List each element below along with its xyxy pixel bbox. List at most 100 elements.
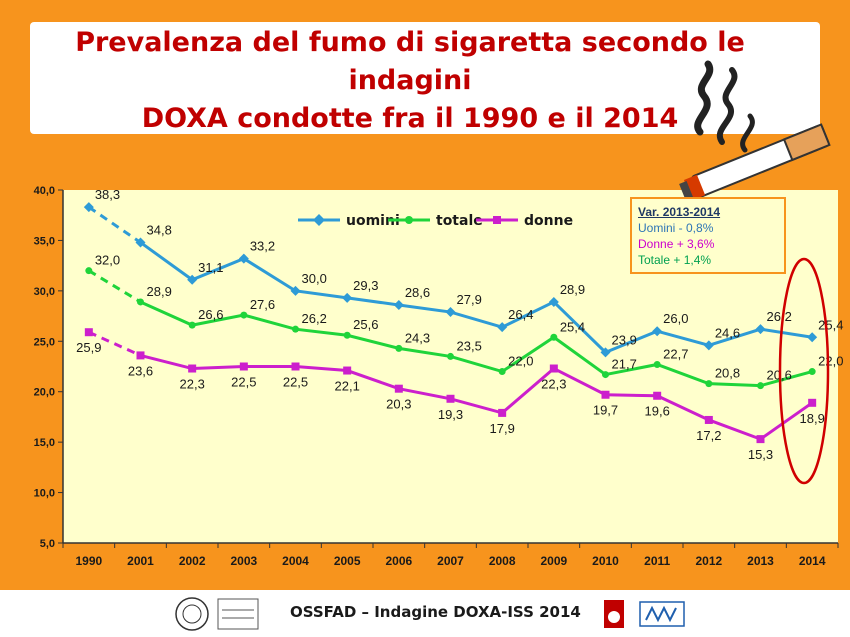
data-label-totale: 27,6 — [250, 297, 275, 312]
chart-title: Prevalenza del fumo di sigaretta secondo… — [30, 24, 790, 138]
series-points — [83, 202, 818, 444]
point-totale — [705, 380, 713, 388]
data-label-totale: 20,8 — [715, 366, 740, 381]
point-donne — [756, 435, 765, 444]
x-tick-label: 2004 — [282, 554, 309, 568]
point-donne — [188, 364, 197, 373]
data-label-donne: 22,3 — [180, 377, 205, 392]
series-line-uomini — [139, 241, 813, 355]
data-label-uomini: 29,3 — [353, 278, 378, 293]
point-uomini — [238, 253, 249, 264]
data-label-totale: 26,6 — [198, 307, 223, 322]
data-label-donne: 17,2 — [696, 428, 721, 443]
data-label-totale: 23,5 — [457, 338, 482, 353]
point-uomini — [393, 299, 404, 310]
data-label-donne: 22,5 — [283, 375, 308, 390]
series-line-totale — [139, 300, 813, 388]
point-uomini — [135, 237, 146, 248]
data-label-donne: 22,1 — [335, 379, 360, 394]
data-label-uomini: 26,0 — [663, 311, 688, 326]
data-label-uomini: 26,4 — [508, 307, 533, 322]
variation-totale: Totale + 1,4% — [638, 253, 712, 267]
x-tick-label: 2001 — [127, 554, 154, 568]
point-donne — [291, 362, 300, 371]
data-label-donne: 17,9 — [490, 421, 515, 436]
point-donne — [704, 415, 713, 424]
x-tick-label: 2002 — [179, 554, 206, 568]
y-tick-label: 35,0 — [34, 235, 55, 247]
data-label-totale: 25,6 — [353, 317, 378, 332]
data-label-donne: 19,3 — [438, 407, 463, 422]
point-totale — [85, 267, 93, 275]
data-label-totale: 22,0 — [508, 354, 533, 369]
point-totale — [395, 344, 403, 352]
point-uomini — [600, 347, 611, 358]
cigarette-icon — [679, 60, 831, 201]
variation-donne: Donne + 3,6% — [638, 237, 715, 251]
point-donne — [601, 390, 610, 399]
point-uomini — [807, 332, 818, 343]
point-uomini — [652, 326, 663, 337]
footer — [0, 596, 850, 637]
legend-label-donne: donne — [524, 213, 573, 229]
point-donne — [808, 398, 817, 407]
point-donne — [549, 364, 558, 373]
x-tick-label: 2007 — [437, 554, 464, 568]
data-label-donne: 18,9 — [800, 411, 825, 426]
data-label-donne: 20,3 — [386, 397, 411, 412]
data-label-uomini: 28,9 — [560, 282, 585, 297]
data-label-uomini: 30,0 — [302, 271, 327, 286]
data-label-donne: 22,3 — [541, 377, 566, 392]
y-tick-label: 25,0 — [34, 336, 55, 348]
point-uomini — [445, 307, 456, 318]
data-label-totale: 22,0 — [818, 354, 843, 369]
data-label-uomini: 26,2 — [767, 309, 792, 324]
data-label-totale: 28,9 — [147, 284, 172, 299]
data-label-totale: 21,7 — [612, 357, 637, 372]
legend-item-totale: totale — [388, 213, 483, 229]
y-axis: 5,0 10,0 15,0 20,0 25,0 30,0 35,0 40,0 — [34, 185, 64, 550]
variation-box: Var. 2013-2014 Uomini - 0,8% Donne + 3,6… — [630, 197, 786, 274]
data-label-totale: 22,7 — [663, 346, 688, 361]
legend-label-uomini: uomini — [346, 213, 400, 229]
data-label-donne: 19,7 — [593, 403, 618, 418]
point-donne — [394, 384, 403, 393]
point-donne — [653, 391, 662, 400]
point-donne — [239, 362, 248, 371]
point-uomini — [755, 324, 766, 335]
point-totale — [808, 368, 816, 376]
x-tick-label: 2009 — [540, 554, 567, 568]
x-axis: 1990 2001 2002 2003 2004 2005 2006 2007 2008 2009… — [62, 542, 839, 568]
point-uomini — [290, 285, 301, 296]
x-tick-label: 2008 — [489, 554, 516, 568]
data-labels: 38,3 34,8 31,1 33,2 30,0 29,3 28,6 27,9 26,4 28,9… — [76, 187, 843, 462]
point-uomini — [548, 296, 559, 307]
legend-item-uomini: uomini — [298, 213, 400, 229]
series-lines — [139, 241, 814, 441]
point-totale — [188, 321, 196, 329]
data-label-donne: 23,6 — [128, 363, 153, 378]
y-tick-label: 30,0 — [34, 286, 55, 298]
data-label-uomini: 27,9 — [457, 292, 482, 307]
data-label-donne: 22,5 — [231, 375, 256, 390]
y-tick-label: 40,0 — [34, 185, 55, 197]
data-label-totale: 25,4 — [560, 319, 585, 334]
series-line-donne — [140, 353, 814, 441]
dashed-segment-totale — [88, 269, 142, 304]
point-uomini — [83, 202, 94, 213]
x-tick-label: 1990 — [75, 554, 102, 568]
point-donne — [498, 408, 507, 417]
data-label-donne: 19,6 — [645, 404, 670, 419]
legend: uomini totale donne — [298, 213, 573, 229]
point-donne — [84, 328, 93, 337]
point-totale — [653, 360, 661, 368]
y-tick-label: 15,0 — [34, 437, 55, 449]
x-tick-label: 2006 — [385, 554, 412, 568]
x-tick-label: 2011 — [644, 554, 670, 568]
x-tick-label: 2010 — [592, 554, 619, 568]
point-uomini — [187, 274, 198, 285]
legend-label-totale: totale — [436, 213, 483, 229]
data-label-uomini: 38,3 — [95, 187, 120, 202]
data-label-uomini: 28,6 — [405, 285, 430, 300]
